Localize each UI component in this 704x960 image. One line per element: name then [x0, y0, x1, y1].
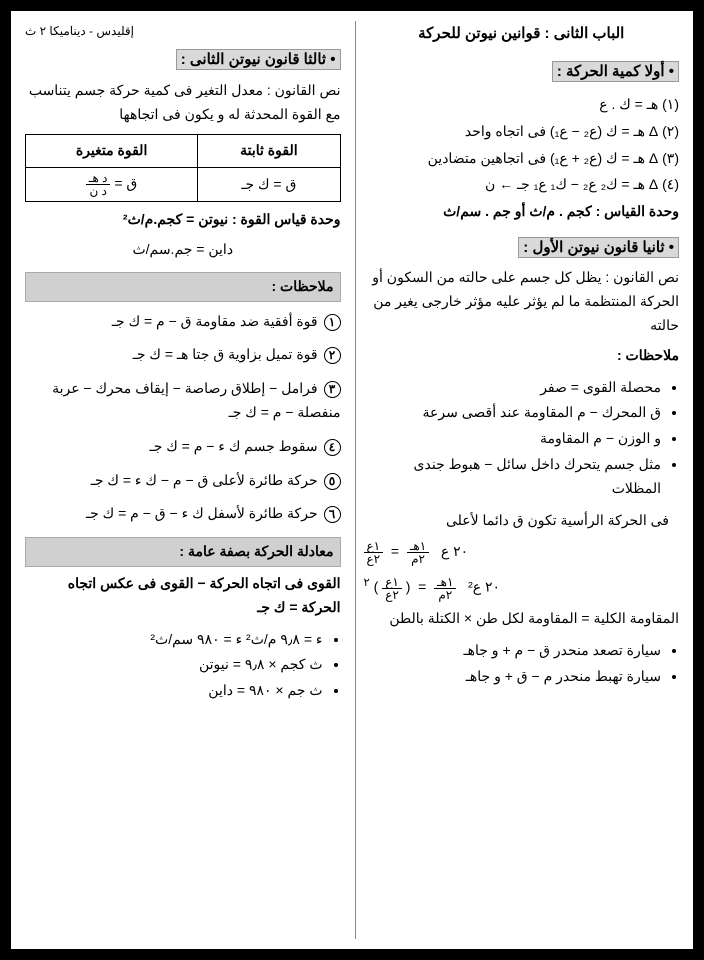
bullet-item: ق المحرك − م المقاومة عند أقصى سرعة [364, 401, 662, 425]
table-header: القوة ثابتة [198, 135, 340, 168]
table-cell: ق = ك جـ [198, 168, 340, 202]
case-line: ٤ سقوط جسم ك ء − م = ك جـ [25, 435, 341, 459]
sec3-law: نص القانون : معدل التغير فى كمية حركة جس… [25, 79, 341, 127]
table-cell: ق = د هـد ن [26, 168, 198, 202]
car-up: سيارة تصعد منحدر ق − م + و جاهـ [364, 639, 662, 663]
sec1-item: (٤) Δ هـ = ك₂ ع₂ − ك₁ ع₁ جـ ← ن [364, 173, 680, 197]
conv-item: ث جم × ٩٨٠ = داين [25, 679, 323, 703]
circle-number-icon: ٢ [324, 347, 341, 364]
bullet-item: محصلة القوى = صفر [364, 376, 662, 400]
section2-title: • ثانيا قانون نيوتن الأول : [364, 235, 680, 261]
sec2-bullets: محصلة القوى = صفر ق المحرك − م المقاومة … [364, 374, 662, 503]
case-line: ٢ قوة تميل بزاوية ق جتا هـ = ك جـ [25, 343, 341, 367]
total-resistance: المقاومة الكلية = المقاومة لكل طن × الكت… [364, 607, 680, 631]
conv-item: ث كجم × ٩٫٨ = نيوتن [25, 653, 323, 677]
chapter-header: الباب الثانى : قوانين نيوتن للحركة [364, 21, 680, 47]
circle-number-icon: ٣ [324, 381, 341, 398]
circle-number-icon: ٤ [324, 439, 341, 456]
sec2-law: نص القانون : يظل كل جسم على حالته من الس… [364, 266, 680, 337]
sec1-list: (١) هـ = ك . ع (٢) Δ هـ = ك (ع₂ − ع₁) فى… [364, 90, 680, 227]
conv-item: ء = ٩٫٨ م/ث² ء = ٩٨٠ سم/ث² [25, 628, 323, 652]
conversion-list: ء = ٩٫٨ م/ث² ء = ٩٨٠ سم/ث² ث كجم × ٩٫٨ =… [25, 626, 323, 705]
circle-number-icon: ٦ [324, 506, 341, 523]
column-left: إقليدس - ديناميكا ٢ ث • ثالثا قانون نيوت… [25, 21, 345, 939]
sec1-unit: وحدة القياس : كجم . م/ث أو جم . سم/ث [364, 200, 680, 224]
sec1-item: (٢) Δ هـ = ك (ع₂ − ع₁) فى اتجاه واحد [364, 120, 680, 144]
case-line: ٥ حركة طائرة لأعلى ق − م − ك ء = ك جـ [25, 469, 341, 493]
force-unit-2: داين = جم.سم/ث [25, 238, 341, 262]
car-down: سيارة تهبط منحدر م − ق + و جاهـ [364, 665, 662, 689]
car-list: سيارة تصعد منحدر ق − م + و جاهـ سيارة ته… [364, 637, 662, 691]
equation-1: ٢٠ ع ١هـ٢م = ١ع٢ع [364, 540, 680, 565]
case-line: ٦ حركة طائرة لأسفل ك ء − ق − م = ك جـ [25, 502, 341, 526]
general-eq-bar: معادلة الحركة بصفة عامة : [25, 537, 341, 567]
case-line: ١ قوة أفقية ضد مقاومة ق − م = ك جـ [25, 310, 341, 334]
vertical-motion-line: فى الحركة الرأسية تكون ق دائما لأعلى [364, 509, 670, 533]
column-right: الباب الثانى : قوانين نيوتن للحركة • أول… [355, 21, 680, 939]
notes-label: ملاحظات : [364, 344, 680, 368]
section3-title: • ثالثا قانون نيوتن الثانى : [25, 47, 341, 73]
case-line: ٣ فرامل − إطلاق رصاصة − إيقاف محرك − عرب… [25, 377, 341, 425]
circle-number-icon: ٥ [324, 473, 341, 490]
force-unit: وحدة قياس القوة : نيوتن = كجم.م/ث² [25, 208, 341, 232]
general-eq: القوى فى اتجاه الحركة − القوى فى عكس اتج… [25, 572, 341, 620]
notes-bar: ملاحظات : [25, 272, 341, 302]
force-table: القوة ثابتة القوة متغيرة ق = ك جـ ق = د … [25, 134, 341, 202]
sec1-item: (١) هـ = ك . ع [364, 93, 680, 117]
section1-title: • أولا كمية الحركة : [364, 59, 680, 85]
sec1-item: (٣) Δ هـ = ك (ع₂ + ع₁) فى اتجاهين متضادي… [364, 147, 680, 171]
table-header: القوة متغيرة [26, 135, 198, 168]
bullet-item: و الوزن − م المقاومة [364, 427, 662, 451]
bullet-item: مثل جسم يتحرك داخل سائل − هبوط جندى المظ… [364, 453, 662, 501]
page: الباب الثانى : قوانين نيوتن للحركة • أول… [8, 8, 696, 952]
book-ref: إقليدس - ديناميكا ٢ ث [25, 21, 341, 41]
equation-2: ٢٠ ع² ١هـ٢م = ( ١ع٢ع ) ٢ [364, 573, 680, 600]
circle-number-icon: ١ [324, 314, 341, 331]
